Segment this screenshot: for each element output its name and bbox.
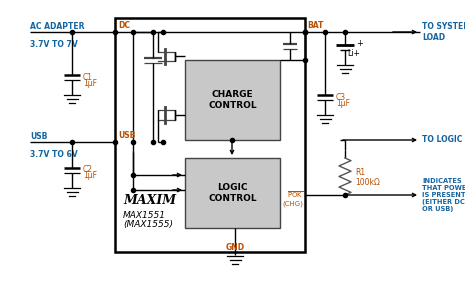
Text: TO LOGIC RAIL: TO LOGIC RAIL bbox=[422, 136, 465, 144]
Text: 1μF: 1μF bbox=[336, 98, 350, 108]
Text: INDICATES
THAT POWER
IS PRESENT
(EITHER DC
OR USB): INDICATES THAT POWER IS PRESENT (EITHER … bbox=[422, 178, 465, 212]
Text: Li+: Li+ bbox=[347, 49, 360, 59]
Text: $\overline{\rm POK}$: $\overline{\rm POK}$ bbox=[286, 190, 303, 200]
Text: DC: DC bbox=[118, 21, 130, 30]
Text: USB: USB bbox=[30, 132, 47, 141]
Text: MAXIM: MAXIM bbox=[123, 194, 176, 206]
Text: 1μF: 1μF bbox=[83, 172, 97, 180]
Bar bbox=[185, 158, 280, 228]
Text: BAT: BAT bbox=[307, 21, 323, 30]
Text: MAX1551: MAX1551 bbox=[123, 210, 166, 219]
Text: C2: C2 bbox=[83, 166, 93, 174]
Text: TO SYSTEM
LOAD: TO SYSTEM LOAD bbox=[422, 22, 465, 42]
Text: AC ADAPTER: AC ADAPTER bbox=[30, 22, 85, 31]
Text: CHARGE
CONTROL: CHARGE CONTROL bbox=[208, 90, 257, 110]
Text: 3.7V TO 7V: 3.7V TO 7V bbox=[30, 40, 78, 49]
Text: GND: GND bbox=[226, 243, 245, 252]
Text: (CHG): (CHG) bbox=[282, 201, 303, 207]
Bar bbox=[115, 18, 305, 252]
Text: (MAX1555): (MAX1555) bbox=[123, 221, 173, 229]
Text: 3.7V TO 6V: 3.7V TO 6V bbox=[30, 150, 78, 159]
Text: R1: R1 bbox=[355, 168, 365, 177]
Text: 1μF: 1μF bbox=[83, 78, 97, 88]
Text: +: + bbox=[356, 39, 363, 47]
Text: C3: C3 bbox=[336, 92, 346, 102]
Text: LOGIC
CONTROL: LOGIC CONTROL bbox=[208, 183, 257, 203]
Text: C1: C1 bbox=[83, 72, 93, 82]
Text: 100kΩ: 100kΩ bbox=[355, 178, 380, 187]
Bar bbox=[185, 60, 280, 140]
Text: USB: USB bbox=[118, 131, 135, 140]
